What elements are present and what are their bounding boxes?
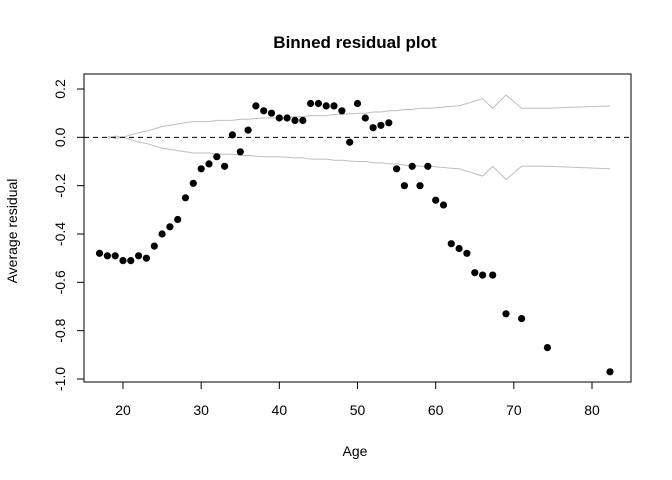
data-point-3 <box>111 252 119 260</box>
y-axis-label: Average residual <box>4 179 20 284</box>
data-point-26 <box>291 116 299 124</box>
x-axis-label: Age <box>343 443 368 459</box>
data-point-15 <box>205 160 213 168</box>
y-tick-label-1: -0.8 <box>52 318 68 342</box>
data-point-32 <box>338 107 346 115</box>
plot-frame <box>83 73 632 383</box>
data-point-18 <box>228 131 236 139</box>
data-point-10 <box>166 223 174 231</box>
data-point-14 <box>197 165 205 173</box>
x-axis: 20 30 40 50 60 70 80 <box>115 381 600 418</box>
data-point-23 <box>267 109 276 117</box>
data-point-30 <box>322 102 330 110</box>
data-point-12 <box>181 194 190 202</box>
y-tick-label-6: 0.2 <box>52 79 68 99</box>
data-point-19 <box>236 148 244 156</box>
data-point-8 <box>150 242 158 250</box>
data-point-34 <box>353 99 362 108</box>
data-point-51 <box>489 271 497 279</box>
upper-bound-line <box>107 94 611 139</box>
y-axis: -1.0 -0.8 -0.6 -0.4 -0.2 0.0 0.2 <box>52 79 85 391</box>
data-point-39 <box>393 165 401 173</box>
y-tick-label-2: -0.6 <box>52 270 68 294</box>
chart-title: Binned residual plot <box>273 33 437 52</box>
data-point-48 <box>463 249 471 257</box>
data-point-45 <box>439 201 448 209</box>
data-point-55 <box>606 368 614 376</box>
data-point-9 <box>158 230 166 238</box>
data-point-29 <box>314 99 322 108</box>
data-point-6 <box>135 252 143 260</box>
x-tick-label-80: 80 <box>584 402 600 418</box>
data-point-46 <box>447 240 455 248</box>
data-point-17 <box>221 162 229 170</box>
data-point-28 <box>307 99 315 108</box>
data-point-22 <box>260 107 268 115</box>
data-point-41 <box>408 162 416 170</box>
data-point-7 <box>142 254 150 262</box>
x-tick-label-50: 50 <box>350 402 366 418</box>
data-point-49 <box>471 269 479 277</box>
x-tick-label-30: 30 <box>193 402 209 418</box>
data-point-24 <box>275 114 283 122</box>
data-point-43 <box>424 162 432 170</box>
x-tick-label-60: 60 <box>428 402 444 418</box>
data-point-42 <box>416 182 424 190</box>
error-bounds <box>107 94 611 181</box>
y-tick-label-3: -0.4 <box>52 222 68 246</box>
x-tick-label-40: 40 <box>272 402 288 418</box>
x-tick-label-20: 20 <box>115 402 131 418</box>
data-point-53 <box>518 315 526 323</box>
data-point-47 <box>455 244 463 253</box>
data-point-31 <box>330 102 338 110</box>
data-point-54 <box>543 344 552 352</box>
data-point-13 <box>189 179 197 187</box>
data-point-11 <box>174 215 182 224</box>
data-point-36 <box>369 124 377 132</box>
data-point-50 <box>479 271 487 279</box>
data-point-21 <box>252 102 260 110</box>
y-tick-label-4: -0.2 <box>52 173 68 197</box>
data-point-4 <box>119 257 127 265</box>
data-point-25 <box>283 114 291 122</box>
data-point-35 <box>361 114 369 122</box>
data-point-52 <box>502 310 510 318</box>
data-point-38 <box>385 119 393 127</box>
data-point-1 <box>95 249 104 257</box>
y-tick-label-0: -1.0 <box>52 367 68 391</box>
lower-bound-line <box>107 135 611 181</box>
data-point-33 <box>346 138 354 146</box>
y-tick-label-5: 0.0 <box>52 127 68 147</box>
data-point-20 <box>244 126 252 134</box>
data-point-16 <box>213 153 221 161</box>
data-point-44 <box>432 196 440 204</box>
data-point-40 <box>400 182 408 190</box>
data-point-27 <box>299 116 307 124</box>
data-points <box>95 99 614 376</box>
data-point-37 <box>377 121 385 129</box>
data-point-5 <box>127 257 135 265</box>
x-tick-label-70: 70 <box>506 402 522 418</box>
data-point-2 <box>103 252 111 260</box>
